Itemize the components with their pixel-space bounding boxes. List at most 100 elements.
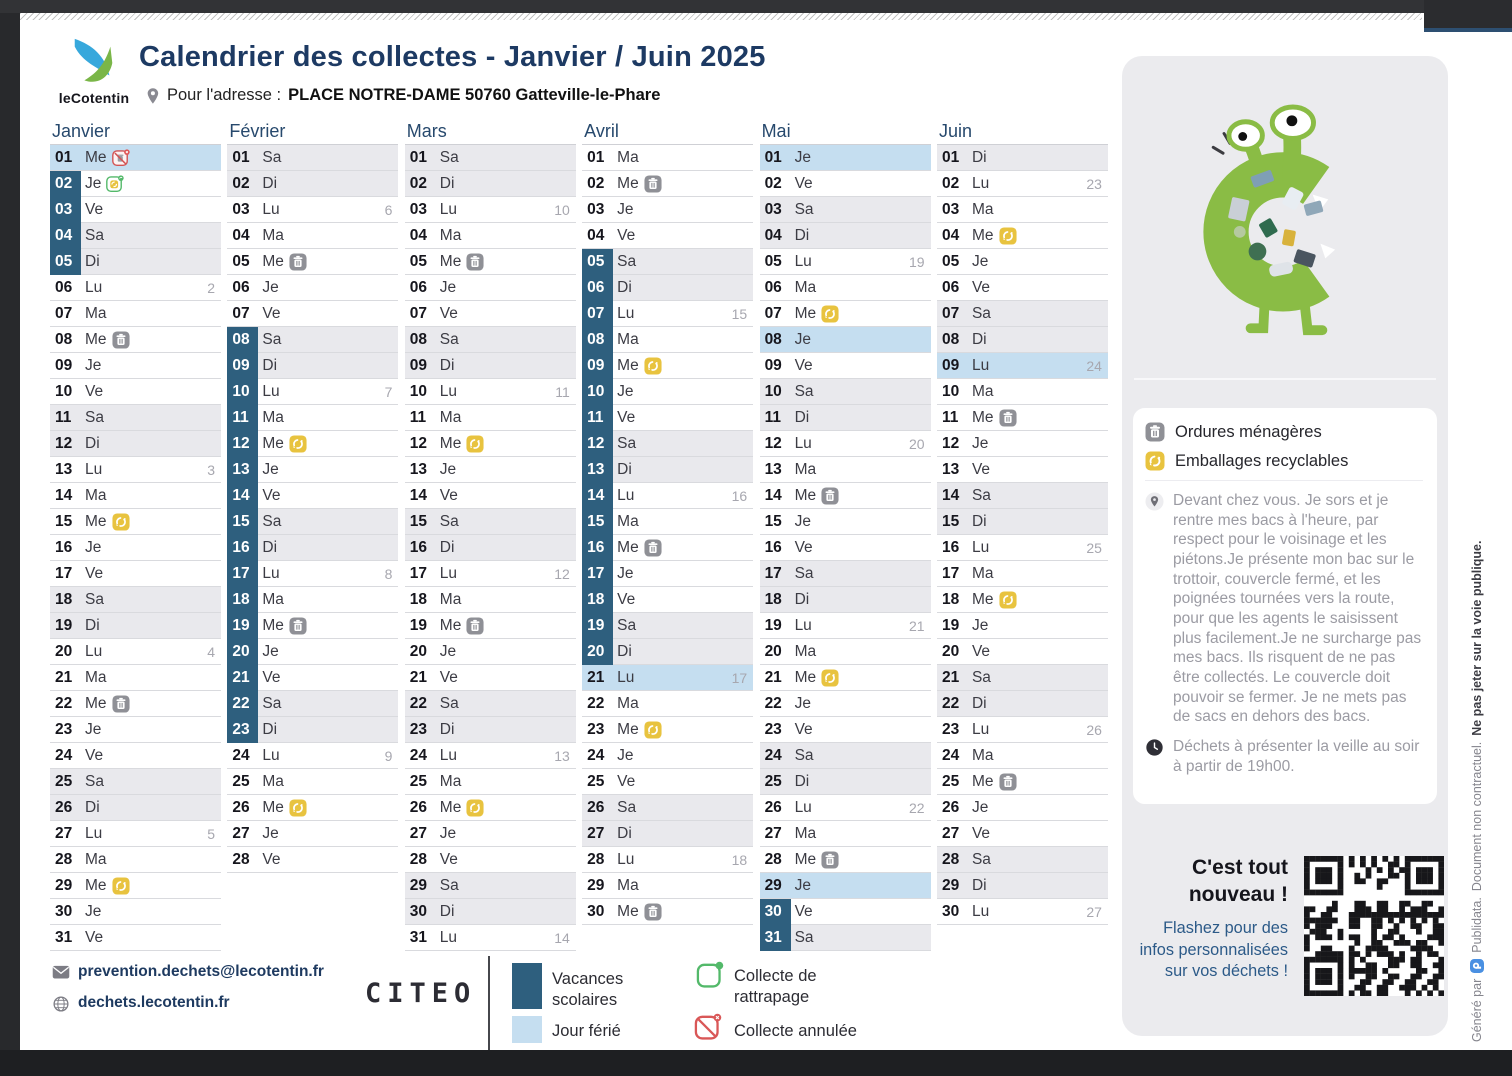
day-row: 23 Je: [50, 717, 221, 743]
day-number: 06: [941, 278, 960, 296]
weekday-abbr: Ma: [85, 850, 107, 868]
day-row: 01 Je: [759, 145, 931, 171]
day-row: 15 Sa: [404, 509, 576, 535]
day-number: 21: [941, 668, 960, 686]
day-number: 02: [764, 174, 782, 192]
weekday-abbr: Lu: [971, 720, 990, 738]
day-number: 18: [409, 590, 428, 608]
weekday-abbr: Ve: [971, 460, 991, 478]
day-number: 05: [941, 252, 960, 270]
day-row: 25 Di: [759, 769, 931, 795]
weekday-abbr: Sa: [971, 486, 991, 504]
day-row: 23 Di: [227, 717, 399, 743]
ordures-menageres-icon: [111, 694, 130, 713]
day-number: 16: [582, 535, 614, 560]
day-row: 11 Ve: [582, 405, 754, 431]
mail-icon: [52, 965, 70, 979]
weekday-abbr: Ma: [971, 382, 994, 400]
day-row: 12 Sa: [582, 431, 754, 457]
day-number: 20: [409, 642, 428, 660]
weekday-abbr: Lu: [971, 902, 990, 920]
info-sidebar: Ordures ménagères Emballages recyclables…: [1122, 56, 1448, 1036]
weekday-abbr: Je: [617, 382, 634, 400]
day-number: 16: [55, 538, 73, 556]
day-row: 27 Di: [582, 821, 754, 847]
day-number: 16: [409, 538, 428, 556]
day-number: 29: [409, 876, 428, 894]
weekday-abbr: Sa: [617, 616, 637, 634]
weekday-abbr: Ma: [439, 408, 462, 426]
day-row: 19 Je: [936, 613, 1108, 639]
week-number: 3: [207, 461, 215, 478]
month-column: Février 01 Sa 02 Di 03 Lu 6 04 Ma 05 Me 06 Je 07 Ve 08 Sa…: [227, 120, 399, 951]
day-number: 14: [941, 486, 960, 504]
mascot-illustration: [1203, 104, 1363, 336]
day-number: 24: [941, 746, 960, 764]
day-number: 10: [582, 379, 614, 404]
day-row: 17 Ve: [50, 561, 221, 587]
day-row: 16 Di: [227, 535, 399, 561]
day-number: 25: [409, 772, 428, 790]
publidata-text: Publidata.: [1470, 897, 1484, 953]
day-row: 06 Ve: [936, 275, 1108, 301]
weekday-abbr: Me: [85, 512, 107, 530]
day-row: 24 Je: [582, 743, 754, 769]
website-link[interactable]: dechets.lecotentin.fr: [78, 994, 230, 1011]
day-number: 27: [587, 824, 605, 842]
note-text: Devant chez vous. Je sors et je rentre m…: [1173, 492, 1422, 726]
day-number: 07: [764, 304, 782, 322]
day-row: 27 Je: [227, 821, 399, 847]
ordures-menageres-icon: [466, 616, 484, 635]
weekday-abbr: Je: [85, 174, 102, 192]
weekday-abbr: Ma: [617, 694, 639, 712]
day-row: 04 Ma: [227, 223, 399, 249]
emballages-recyclables-icon: [1145, 451, 1165, 471]
note-devant-chez-vous: Devant chez vous. Je sors et je rentre m…: [1145, 491, 1423, 727]
day-number: 10: [941, 382, 960, 400]
day-number: 13: [582, 457, 614, 482]
day-number: 25: [764, 772, 782, 790]
weekday-abbr: Je: [85, 720, 102, 738]
day-row: 03 Lu 10: [404, 197, 576, 223]
day-row: 28 Ve: [227, 847, 399, 873]
weekday-abbr: Me: [85, 330, 107, 348]
weekday-abbr: Sa: [971, 850, 991, 868]
weekday-abbr: Lu: [439, 200, 458, 218]
day-number: 08: [764, 330, 782, 348]
day-row: 08 Di: [936, 327, 1108, 353]
day-number: 30: [941, 902, 960, 920]
day-row: 17 Je: [582, 561, 754, 587]
day-number: 27: [764, 824, 782, 842]
day-row: 07 Sa: [936, 301, 1108, 327]
contact-email-link[interactable]: prevention.dechets@lecotentin.fr: [78, 963, 324, 980]
day-number: 24: [764, 746, 782, 764]
day-row: 18 Sa: [50, 587, 221, 613]
weekday-abbr: Me: [617, 356, 639, 374]
weekday-abbr: Ma: [85, 304, 107, 322]
day-row: 03 Ma: [936, 197, 1108, 223]
weekday-abbr: Di: [971, 876, 987, 894]
day-number: 31: [409, 928, 428, 946]
day-number: 06: [409, 278, 428, 296]
weekday-abbr: Ve: [262, 668, 281, 686]
day-row: 29 Sa: [404, 873, 576, 899]
month-column: Janvier 01 Me 02 Je 03 Ve 04 Sa 05 Di 06 Lu 2 07 Ma 08 Me…: [50, 120, 221, 951]
weekday-abbr: Je: [971, 798, 989, 816]
weekday-abbr: Ve: [439, 304, 458, 322]
clock-icon: [1145, 738, 1164, 757]
day-row: 20 Je: [227, 639, 399, 665]
weekday-abbr: Ma: [617, 148, 639, 166]
weekday-abbr: Ve: [85, 746, 104, 764]
week-number: 14: [554, 929, 570, 946]
day-row: 10 Ma: [936, 379, 1108, 405]
day-number: 11: [582, 405, 614, 430]
weekday-abbr: Me: [794, 850, 817, 868]
day-row: 05 Me: [404, 249, 576, 275]
day-number: 23: [587, 720, 605, 738]
day-row: 25 Ma: [227, 769, 399, 795]
week-number: 7: [384, 383, 393, 400]
day-number: 19: [227, 613, 259, 638]
month-title: Mai: [759, 120, 931, 145]
day-number: 12: [55, 434, 73, 452]
day-number: 22: [764, 694, 782, 712]
